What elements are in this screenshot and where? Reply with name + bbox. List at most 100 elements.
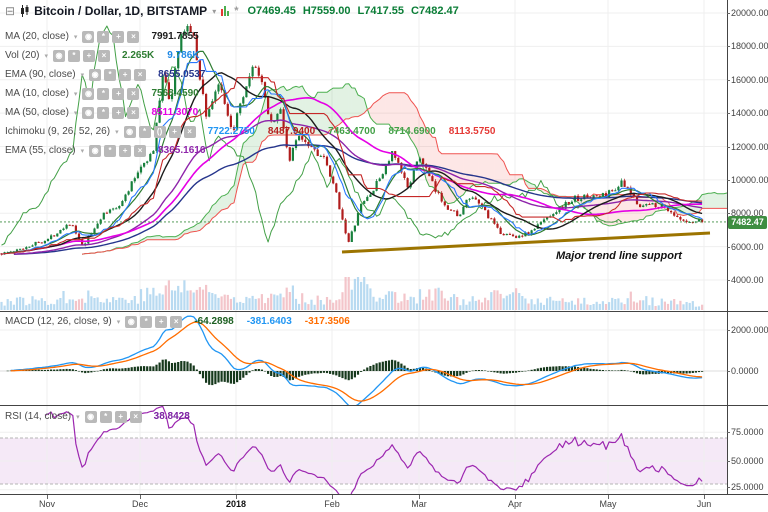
time-tick	[608, 495, 609, 499]
settings-icon[interactable]: *	[97, 87, 110, 100]
remove-icon[interactable]: ×	[97, 49, 110, 62]
axis-tick	[727, 113, 730, 114]
axis-label: 18000.00	[731, 41, 768, 51]
settings-icon[interactable]: *	[140, 315, 153, 328]
ohlc-value: H7559.00	[302, 5, 351, 17]
add-icon[interactable]: +	[112, 106, 125, 119]
time-tick	[419, 495, 420, 499]
time-axis-label: Jun	[696, 499, 712, 509]
hide-icon[interactable]: ◉	[89, 68, 102, 81]
hide-icon[interactable]: ◉	[52, 49, 65, 62]
indicator-value: 7463.4700	[328, 126, 376, 137]
rsi-pane[interactable]	[0, 406, 727, 494]
collapse-icon[interactable]: ⊟	[5, 4, 16, 18]
add-icon[interactable]: +	[82, 49, 95, 62]
time-tick	[704, 495, 705, 499]
chevron-down-icon[interactable]: ▾	[115, 128, 119, 136]
hide-icon[interactable]: ◉	[82, 30, 95, 43]
settings-icon[interactable]: *	[67, 49, 80, 62]
remove-icon[interactable]: ×	[134, 68, 147, 81]
axis-label: 20000.00	[731, 8, 768, 18]
indicator-row[interactable]: MACD (12, 26, close, 9) ▾ ◉ * + × -64.2898 -381…	[5, 315, 350, 328]
indicator-value: 38.8428	[153, 411, 190, 422]
chevron-down-icon[interactable]: ▾	[76, 413, 80, 421]
source-icon[interactable]: ()	[153, 125, 166, 138]
axis-tick	[727, 461, 730, 462]
axis-tick	[727, 432, 730, 433]
indicator-row[interactable]: RSI (14, close) ▾ ◉ * + × 38.8428	[5, 410, 190, 423]
add-icon[interactable]: +	[155, 315, 168, 328]
settings-icon[interactable]: *	[97, 30, 110, 43]
symbol-title[interactable]: Bitcoin / Dollar, 1D, BITSTAMP	[34, 4, 208, 18]
indicator-row[interactable]: Ichimoku (9, 26, 52, 26) ▾ ◉ *() + × 7722.2750…	[5, 125, 495, 138]
trendline-annotation[interactable]: Major trend line support	[556, 250, 682, 262]
indicator-row[interactable]: MA (20, close) ▾ ◉ * + × 7991.7855	[5, 30, 199, 43]
indicator-name: MA (50, close)	[5, 107, 69, 118]
add-icon[interactable]: +	[114, 410, 127, 423]
axis-label: 25.0000	[731, 482, 764, 492]
axis-label: 8000.00	[731, 208, 764, 218]
indicator-row[interactable]: MA (50, close) ▾ ◉ * + × 8511.3070	[5, 106, 198, 119]
macd-pane[interactable]	[0, 312, 727, 405]
hide-icon[interactable]: ◉	[89, 144, 102, 157]
settings-icon[interactable]: *	[97, 106, 110, 119]
settings-icon[interactable]: *	[99, 410, 112, 423]
axis-tick	[727, 487, 730, 488]
indicator-value: 8655.0537	[158, 69, 206, 80]
remove-icon[interactable]: ×	[127, 30, 140, 43]
hide-icon[interactable]: ◉	[82, 87, 95, 100]
indicator-value: 8487.9400	[267, 126, 316, 137]
chevron-down-icon[interactable]: ▾	[212, 6, 217, 16]
remove-icon[interactable]: ×	[170, 315, 183, 328]
chevron-down-icon[interactable]: ▾	[73, 109, 78, 117]
chevron-down-icon[interactable]: ▾	[73, 90, 78, 98]
gear-icon[interactable]: *	[234, 5, 239, 17]
chart-header: ⊟ Bitcoin / Dollar, 1D, BITSTAMP ▾ * O74…	[5, 4, 459, 18]
candlestick-style-icon	[21, 5, 29, 17]
chevron-down-icon[interactable]: ▾	[80, 71, 85, 79]
remove-icon[interactable]: ×	[127, 106, 140, 119]
time-axis-label: 2018	[226, 499, 247, 509]
add-icon[interactable]: +	[168, 125, 181, 138]
settings-icon[interactable]: *	[104, 68, 117, 81]
add-icon[interactable]: +	[112, 30, 125, 43]
remove-icon[interactable]: ×	[129, 410, 142, 423]
chevron-down-icon[interactable]: ▾	[80, 147, 85, 155]
indicator-value: -64.2898	[194, 316, 234, 327]
hide-icon[interactable]: ◉	[82, 106, 95, 119]
compare-icon[interactable]	[221, 6, 230, 16]
axis-label: 6000.00	[731, 242, 764, 252]
hide-icon[interactable]: ◉	[84, 410, 97, 423]
add-icon[interactable]: +	[112, 87, 125, 100]
settings-icon[interactable]: *	[138, 125, 151, 138]
add-icon[interactable]: +	[119, 144, 132, 157]
indicator-row[interactable]: Vol (20) ▾ ◉ * + × 2.265K 9.786K	[5, 49, 199, 62]
indicator-row[interactable]: EMA (55, close) ▾ ◉ * + × 8365.1616	[5, 144, 205, 157]
hide-icon[interactable]: ◉	[123, 125, 136, 138]
add-icon[interactable]: +	[119, 68, 132, 81]
pane-divider[interactable]	[0, 311, 768, 312]
time-tick	[515, 495, 516, 499]
chevron-down-icon[interactable]: ▾	[116, 318, 121, 326]
chevron-down-icon[interactable]: ▾	[44, 52, 48, 60]
indicator-name: EMA (90, close)	[5, 69, 76, 80]
indicator-name: Vol (20)	[5, 50, 40, 61]
chevron-down-icon[interactable]: ▾	[73, 33, 78, 41]
ohlc-value: L7417.55	[357, 5, 405, 17]
hide-icon[interactable]: ◉	[125, 315, 138, 328]
remove-icon[interactable]: ×	[134, 144, 147, 157]
axis-tick	[727, 13, 730, 14]
time-axis-border	[0, 494, 768, 495]
settings-icon[interactable]: *	[104, 144, 117, 157]
indicator-value: -381.6403	[246, 316, 292, 327]
remove-icon[interactable]: ×	[183, 125, 196, 138]
time-tick	[236, 495, 237, 499]
pane-divider[interactable]	[0, 405, 768, 406]
indicator-row[interactable]: EMA (90, close) ▾ ◉ * + × 8655.0537	[5, 68, 205, 81]
indicator-value: -317.3506	[304, 316, 350, 327]
indicator-row[interactable]: MA (10, close) ▾ ◉ * + × 7568.4590	[5, 87, 199, 100]
remove-icon[interactable]: ×	[127, 87, 140, 100]
indicator-value: 7991.7855	[151, 31, 199, 42]
indicator-value: 7568.4590	[151, 88, 199, 99]
time-axis-label: Feb	[324, 499, 340, 509]
